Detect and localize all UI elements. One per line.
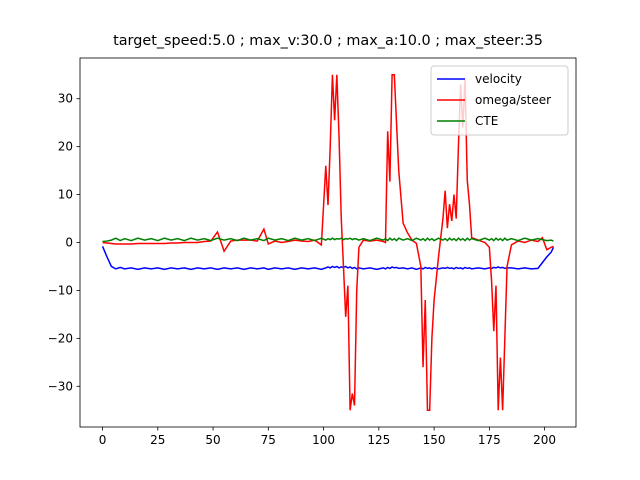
series-line xyxy=(101,246,555,271)
y-tick-label: 30 xyxy=(58,92,73,106)
x-tick-label: 200 xyxy=(533,433,556,447)
y-tick-label: −30 xyxy=(48,379,73,393)
x-tick-label: 125 xyxy=(367,433,390,447)
x-tick-label: 75 xyxy=(261,433,276,447)
x-tick-label: 100 xyxy=(312,433,335,447)
series-line xyxy=(102,237,554,243)
legend-box xyxy=(430,65,569,136)
legend-label: omega/steer xyxy=(475,93,551,107)
x-tick-label: 175 xyxy=(478,433,501,447)
y-tick-label: −20 xyxy=(48,331,73,345)
y-tick-label: 20 xyxy=(58,140,73,154)
legend: velocity omega/steer CTE xyxy=(430,65,569,136)
x-tick-label: 150 xyxy=(423,433,446,447)
x-tick-label: 25 xyxy=(150,433,165,447)
x-tick-label: 0 xyxy=(99,433,107,447)
chart-title: target_speed:5.0 ; max_v:30.0 ; max_a:10… xyxy=(113,33,543,49)
y-tick-label: 10 xyxy=(58,188,73,202)
x-tick-label: 50 xyxy=(205,433,220,447)
legend-label: CTE xyxy=(475,114,498,128)
legend-label: velocity xyxy=(475,72,522,86)
y-tick-label: 0 xyxy=(65,236,73,250)
y-tick-label: −10 xyxy=(48,283,73,297)
